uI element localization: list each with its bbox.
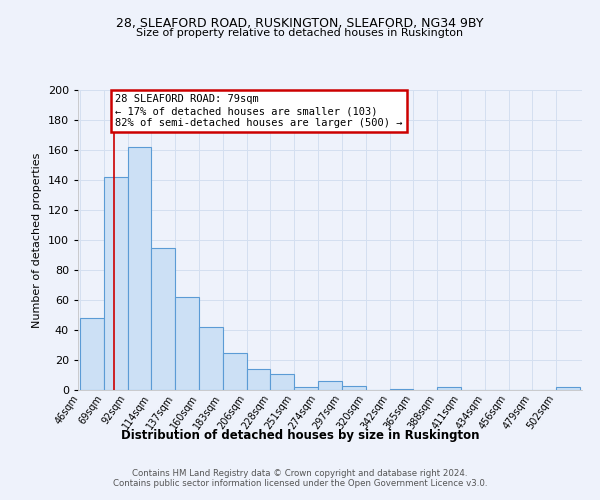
Text: 28 SLEAFORD ROAD: 79sqm
← 17% of detached houses are smaller (103)
82% of semi-d: 28 SLEAFORD ROAD: 79sqm ← 17% of detache… <box>115 94 403 128</box>
Bar <box>437 387 461 390</box>
Text: 28, SLEAFORD ROAD, RUSKINGTON, SLEAFORD, NG34 9BY: 28, SLEAFORD ROAD, RUSKINGTON, SLEAFORD,… <box>116 18 484 30</box>
Text: Distribution of detached houses by size in Ruskington: Distribution of detached houses by size … <box>121 428 479 442</box>
Bar <box>294 387 318 390</box>
Bar <box>151 248 175 390</box>
Bar <box>199 327 223 390</box>
Bar <box>271 374 294 390</box>
Y-axis label: Number of detached properties: Number of detached properties <box>32 152 42 328</box>
Bar <box>104 177 128 390</box>
Bar <box>223 352 247 390</box>
Text: Contains HM Land Registry data © Crown copyright and database right 2024.: Contains HM Land Registry data © Crown c… <box>132 468 468 477</box>
Bar <box>556 387 580 390</box>
Bar <box>247 369 271 390</box>
Bar <box>389 388 413 390</box>
Bar <box>80 318 104 390</box>
Bar <box>128 147 151 390</box>
Bar <box>175 297 199 390</box>
Bar <box>318 381 342 390</box>
Text: Contains public sector information licensed under the Open Government Licence v3: Contains public sector information licen… <box>113 478 487 488</box>
Text: Size of property relative to detached houses in Ruskington: Size of property relative to detached ho… <box>136 28 464 38</box>
Bar <box>342 386 366 390</box>
